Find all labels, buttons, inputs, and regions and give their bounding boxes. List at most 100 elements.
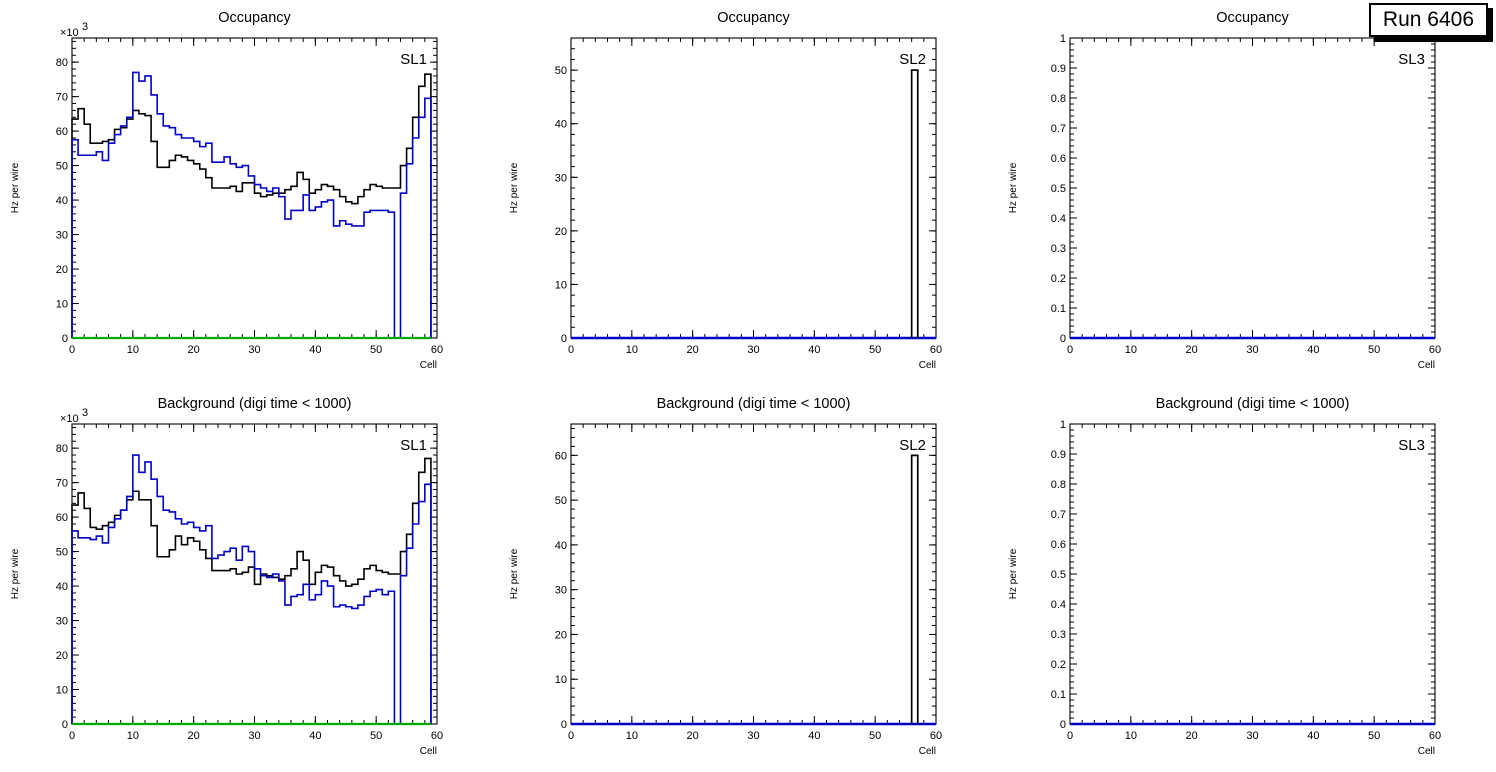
y-tick-label: 0.8 <box>1051 479 1066 491</box>
x-tick-label: 30 <box>1246 730 1258 742</box>
y-tick-label: 30 <box>56 616 68 628</box>
x-axis: 0 10 20 30 40 50 60 <box>69 424 443 742</box>
y-tick-label: 10 <box>56 685 68 697</box>
x-tick-label: 30 <box>248 730 260 742</box>
y-tick-label: 10 <box>56 299 68 311</box>
histogram-layer-black <box>71 73 432 338</box>
y-tick-label: 20 <box>56 264 68 276</box>
plot-title: Occupancy <box>1216 10 1289 26</box>
x-tick-label: 40 <box>309 730 321 742</box>
plot-svg-top-mid: Occupancy 0 10 20 30 40 50 Hz per wire 0 10 20 30 40… <box>509 10 942 371</box>
plot-panel-background-sl1[interactable]: Background (digi time < 1000) ×10 3 0 10 20 30… <box>0 386 498 772</box>
y-tick-label: 30 <box>555 172 567 184</box>
x-tick-label: 0 <box>568 730 574 742</box>
x-axis: 0 10 20 30 40 50 60 <box>69 38 443 356</box>
y-tick-label: 0.4 <box>1051 213 1066 225</box>
y-axis: 0 10 20 30 40 50 60 70 80 <box>56 40 437 345</box>
x-tick-label: 40 <box>1307 730 1319 742</box>
x-tick-label: 30 <box>248 344 260 356</box>
superlayer-annotation: SL3 <box>1398 437 1425 454</box>
x-tick-label: 60 <box>930 730 942 742</box>
x-tick-label: 0 <box>69 344 75 356</box>
y-axis: 0 0.1 0.2 0.3 0.4 0.5 0.6 0.7 0.8 0.9 1 <box>1051 419 1435 731</box>
y-tick-label: 30 <box>555 585 567 597</box>
x-tick-label: 10 <box>626 344 638 356</box>
y-tick-label: 60 <box>56 512 68 524</box>
x-tick-label: 60 <box>1429 344 1441 356</box>
y-tick-label: 70 <box>56 92 68 104</box>
plot-frame <box>570 423 937 725</box>
svg-text:3: 3 <box>82 407 88 419</box>
y-axis-label: Hz per wire <box>1008 548 1019 599</box>
superlayer-annotation: SL2 <box>899 437 926 454</box>
y-tick-label: 80 <box>56 443 68 455</box>
y-tick-label: 0.1 <box>1051 689 1066 701</box>
y-axis: 0 10 20 30 40 50 60 70 80 <box>56 426 437 731</box>
y-axis-label: Hz per wire <box>10 162 21 213</box>
y-tick-label: 0.7 <box>1051 509 1066 521</box>
y-tick-label: 0.5 <box>1051 183 1066 195</box>
y-tick-label: 1 <box>1060 419 1066 431</box>
y-tick-label: 60 <box>555 450 567 462</box>
x-tick-label: 40 <box>808 344 820 356</box>
x-tick-label: 60 <box>930 344 942 356</box>
plot-panel-occupancy-sl3[interactable]: Occupancy 0 0.1 0.2 0.3 0.4 0.5 0.6 0.7 0.8 0.9 1 Hz… <box>998 0 1496 386</box>
y-tick-label: 20 <box>555 226 567 238</box>
plot-panel-occupancy-sl1[interactable]: Occupancy ×10 3 0 10 20 30 40 50 60 70 80 Hz per wir… <box>0 0 498 386</box>
histogram-layer-blue <box>71 71 432 339</box>
y-tick-label: 0 <box>561 719 567 731</box>
histogram-layer-blue <box>71 454 432 725</box>
x-axis: 0 10 20 30 40 50 60 <box>568 424 942 742</box>
plot-frame <box>1069 37 1436 339</box>
histogram-layer-black <box>71 457 432 724</box>
y-tick-label: 0 <box>1060 719 1066 731</box>
plot-panel-occupancy-sl2[interactable]: Occupancy 0 10 20 30 40 50 Hz per wire 0 10 20 30 40… <box>499 0 997 386</box>
y-tick-label: 20 <box>555 629 567 641</box>
y-tick-label: 10 <box>555 674 567 686</box>
x-tick-label: 30 <box>747 344 759 356</box>
y-axis-label: Hz per wire <box>1008 162 1019 213</box>
y-tick-label: 50 <box>555 65 567 77</box>
plot-title: Background (digi time < 1000) <box>158 396 352 412</box>
histogram-spike <box>910 69 919 338</box>
y-tick-label: 0.1 <box>1051 303 1066 315</box>
plot-title: Background (digi time < 1000) <box>1156 396 1350 412</box>
y-axis-exponent: ×10 3 <box>60 21 88 39</box>
y-tick-label: 40 <box>555 119 567 131</box>
x-tick-label: 50 <box>869 344 881 356</box>
plot-frame <box>570 37 937 339</box>
x-tick-label: 0 <box>568 344 574 356</box>
y-tick-label: 1 <box>1060 33 1066 45</box>
x-tick-label: 20 <box>1186 730 1198 742</box>
x-tick-label: 20 <box>1186 344 1198 356</box>
x-tick-label: 20 <box>188 730 200 742</box>
x-tick-label: 20 <box>687 344 699 356</box>
x-tick-label: 40 <box>1307 344 1319 356</box>
plot-title: Occupancy <box>717 10 790 26</box>
plot-title: Background (digi time < 1000) <box>657 396 851 412</box>
y-tick-label: 0.2 <box>1051 273 1066 285</box>
x-axis-label: Cell <box>919 360 936 371</box>
plot-svg-bot-left: Background (digi time < 1000)×10 30102030… <box>10 396 443 757</box>
y-tick-label: 0 <box>1060 333 1066 345</box>
y-axis-label: Hz per wire <box>509 548 520 599</box>
x-tick-label: 10 <box>127 344 139 356</box>
x-tick-label: 30 <box>1246 344 1258 356</box>
y-tick-label: 0.9 <box>1051 63 1066 75</box>
x-axis: 0 10 20 30 40 50 60 <box>1067 38 1441 356</box>
x-tick-label: 10 <box>1125 344 1137 356</box>
x-tick-label: 10 <box>127 730 139 742</box>
plot-panel-background-sl2[interactable]: Background (digi time < 1000) 0 10 20 30 40 50… <box>499 386 997 772</box>
plot-panel-background-sl3[interactable]: Background (digi time < 1000) 0 0.1 0.2 0.3 0… <box>998 386 1496 772</box>
y-tick-label: 0.6 <box>1051 539 1066 551</box>
y-tick-label: 0 <box>62 719 68 731</box>
y-axis: 0 10 20 30 40 50 <box>555 37 936 345</box>
y-tick-label: 50 <box>56 547 68 559</box>
x-tick-label: 20 <box>687 730 699 742</box>
y-tick-label: 20 <box>56 650 68 662</box>
superlayer-annotation: SL3 <box>1398 51 1425 68</box>
y-tick-label: 50 <box>555 495 567 507</box>
histogram-spike <box>910 454 919 724</box>
superlayer-annotation: SL1 <box>400 437 427 454</box>
plot-svg-bot-mid: Background (digi time < 1000) 0 10 20 30 40 50… <box>509 396 942 757</box>
